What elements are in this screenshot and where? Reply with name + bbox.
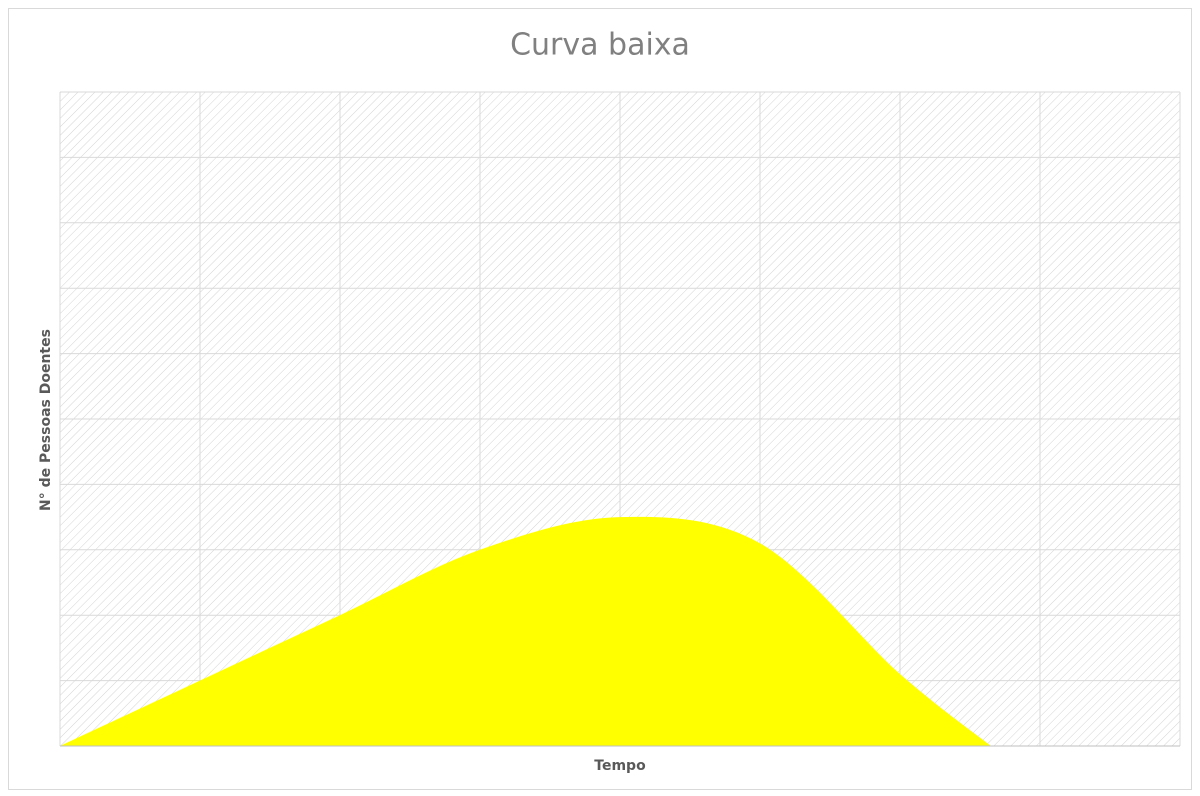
grid	[59, 91, 1181, 747]
area	[60, 516, 991, 746]
marks	[60, 516, 991, 746]
x-axis-label: Tempo	[594, 758, 646, 774]
y-axis-label: N° de Pessoas Doentes	[38, 329, 54, 511]
chart-title: Curva baixa	[510, 28, 690, 63]
